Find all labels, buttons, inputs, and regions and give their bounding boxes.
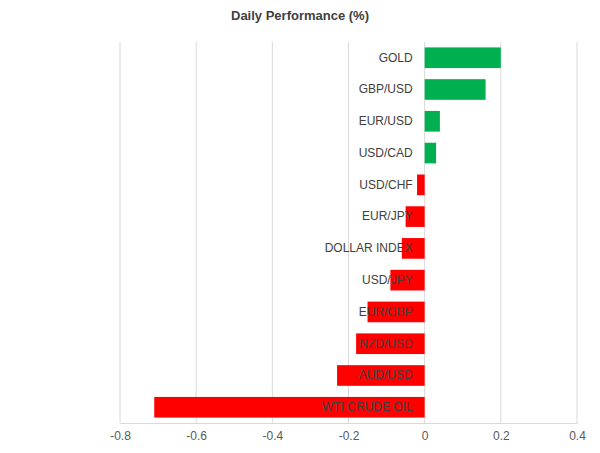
grid-line [577,42,578,423]
x-tick-label: 0.2 [493,429,510,443]
y-tick: USD/CHF [359,178,412,192]
x-tick-label: 0.4 [569,429,586,443]
x-tick: -0.8 [110,423,131,443]
y-tick: WTI CRUDE OIL [322,400,413,414]
y-tick: AUD/USD [359,368,413,382]
category-label: USD/JPY [362,273,413,287]
y-tick: DOLLAR INDEX [325,241,413,255]
bar [425,47,501,68]
chart: Daily Performance (%) -0.8 -0.6 -0.4 -0.2 0 0.… [0,0,600,453]
category-label: EUR/GBP [359,305,413,319]
x-tick: 0 [422,423,429,443]
bar [337,365,425,386]
category-label: DOLLAR INDEX [325,241,413,255]
y-tick: GBP/USD [359,82,413,96]
bar [425,143,436,164]
x-tick-label: 0 [422,429,429,443]
bars [154,47,501,417]
category-label: AUD/USD [359,368,413,382]
y-tick: EUR/USD [359,114,413,128]
bar [356,333,425,354]
grid-line [500,42,501,423]
x-tick: -0.4 [262,423,283,443]
plot: -0.8 -0.6 -0.4 -0.2 0 0.2 0.4 GOLD GBP/USD EUR/US… [110,42,586,443]
x-tick-label: -0.6 [186,429,207,443]
grid [120,42,577,423]
x-axis: -0.8 -0.6 -0.4 -0.2 0 0.2 0.4 [110,423,586,443]
bar [154,397,424,418]
y-tick: USD/JPY [362,273,413,287]
y-tick: GOLD [379,51,413,65]
y-tick: EUR/GBP [359,305,413,319]
grid-line [196,42,197,423]
category-label: USD/CHF [359,178,412,192]
x-tick-label: -0.8 [110,429,131,443]
y-tick: NZD/USD [359,337,413,351]
category-label: EUR/JPY [362,209,413,223]
y-tick: USD/CAD [359,146,413,160]
title: Daily Performance (%) [231,8,369,23]
category-label: GBP/USD [359,82,413,96]
y-tick: EUR/JPY [362,209,413,223]
category-label: GOLD [379,51,413,65]
x-tick: 0.4 [569,423,586,443]
x-tick: -0.6 [186,423,207,443]
category-label: USD/CAD [359,146,413,160]
bar [425,111,440,132]
bar [425,79,486,100]
category-label: NZD/USD [359,337,413,351]
grid-line [120,42,121,423]
category-label: WTI CRUDE OIL [322,400,413,414]
category-label: EUR/USD [359,114,413,128]
x-tick-label: -0.2 [339,429,360,443]
x-axis-line [121,423,578,424]
x-tick: 0.2 [493,423,510,443]
bar [417,175,425,196]
x-tick-label: -0.4 [262,429,283,443]
y-axis: GOLD GBP/USD EUR/USD USD/CAD USD/CHF EUR/JPY D… [322,51,413,415]
x-tick: -0.2 [339,423,360,443]
grid-line [272,42,273,423]
